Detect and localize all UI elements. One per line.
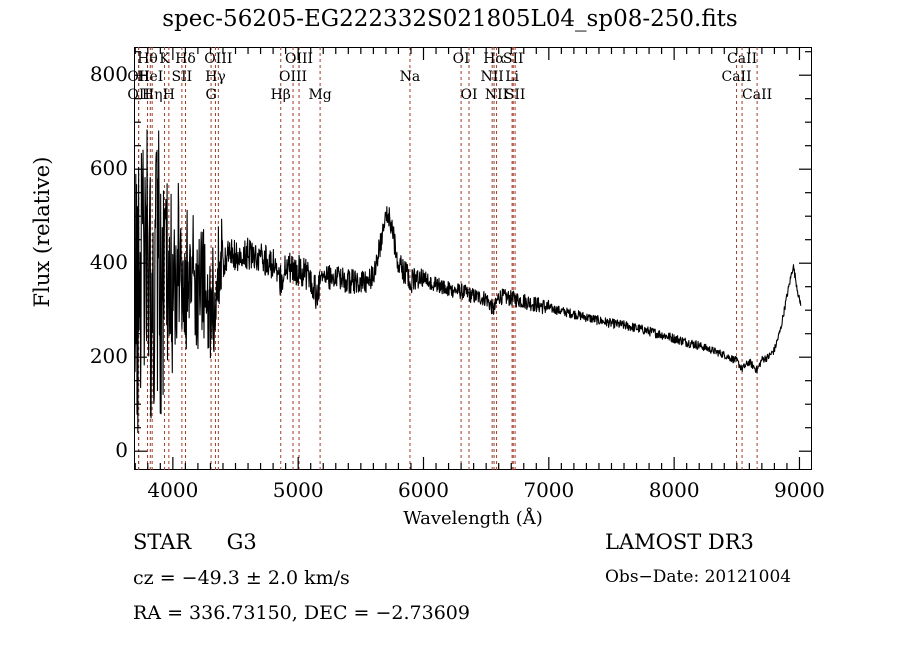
survey-name: LAMOST DR3 <box>605 530 754 554</box>
y-tick-label: 800 <box>89 62 128 87</box>
x-tick-label: 7000 <box>523 478 575 502</box>
observation-date: Obs−Date: 20121004 <box>605 567 792 587</box>
x-axis-ticks: 4000 5000 6000 7000 8000 9000 <box>0 478 900 508</box>
y-tick-label: 0 <box>115 438 128 463</box>
object-type-and-class: STAR G3 <box>133 530 257 554</box>
page-title: spec-56205-EG222332S021805L04_sp08-250.f… <box>162 6 738 32</box>
x-axis-label: Wavelength (Å) <box>403 508 543 529</box>
y-axis-label: Flux (relative) <box>30 156 54 308</box>
x-tick-label: 6000 <box>398 478 449 502</box>
object-type: STAR <box>133 530 192 554</box>
spectrum-canvas <box>134 47 812 470</box>
coordinates: RA = 336.73150, DEC = −2.73609 <box>133 602 470 624</box>
y-axis-ticks: 0 200 400 600 800 <box>52 0 128 649</box>
y-tick-label: 200 <box>89 344 128 369</box>
x-tick-label: 9000 <box>774 478 825 502</box>
spectrum-curve <box>134 129 802 434</box>
x-tick-label: 4000 <box>147 478 199 502</box>
radial-velocity: cz = −49.3 ± 2.0 km/s <box>133 567 350 589</box>
x-tick-label: 5000 <box>272 478 324 502</box>
spectral-class: G3 <box>226 530 257 554</box>
y-tick-label: 600 <box>89 156 128 181</box>
x-tick-label: 8000 <box>648 478 700 502</box>
metadata-footer: STAR G3 cz = −49.3 ± 2.0 km/s RA = 336.7… <box>0 530 900 649</box>
y-tick-label: 400 <box>89 250 128 275</box>
